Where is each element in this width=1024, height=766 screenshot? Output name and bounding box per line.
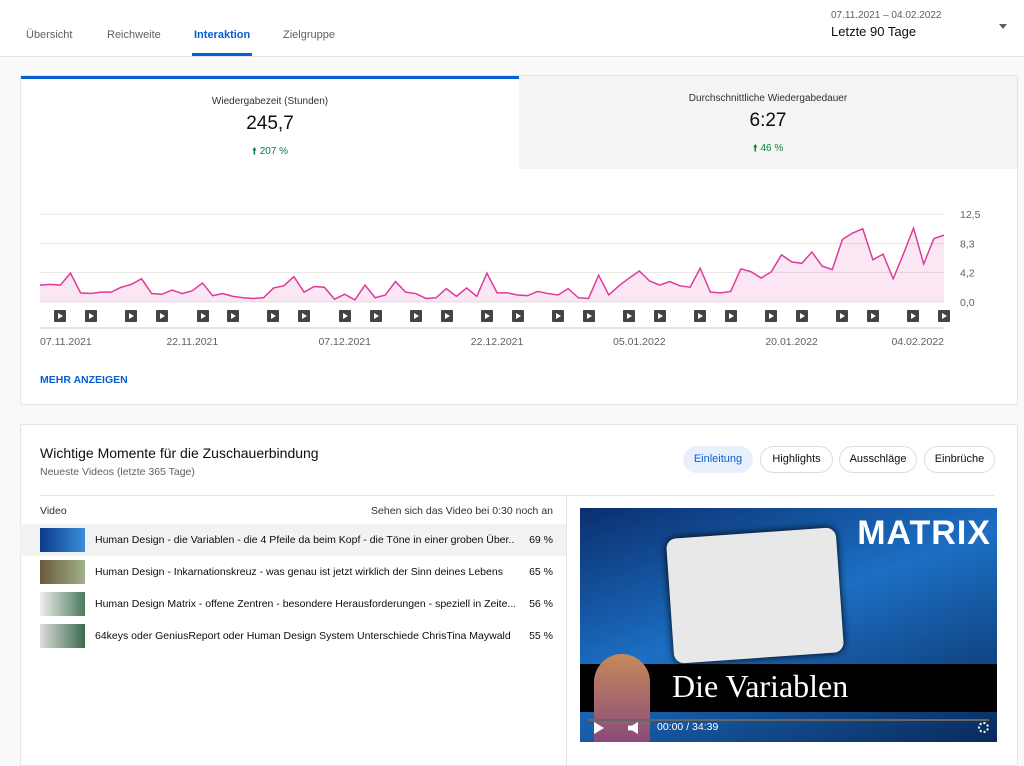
metric-change: 🠙 207 % — [251, 146, 289, 157]
metric-change-text: 207 % — [259, 146, 289, 157]
retention: 69 % — [529, 534, 553, 546]
overlay-title: Die Variablen — [672, 668, 849, 704]
column-header: Sehen sich das Video bei 0:30 noch an — [371, 505, 553, 517]
more-link[interactable]: MEHR ANZEIGEN — [40, 374, 128, 386]
video-row[interactable]: Human Design - Inkarnationskreuz - was g… — [20, 556, 566, 588]
progress-bar[interactable] — [588, 719, 989, 721]
thumbnail — [40, 528, 85, 552]
tab-indicator — [192, 53, 252, 56]
video-title: 64keys oder GeniusReport oder Human Desi… — [95, 630, 511, 642]
video-title: Human Design Matrix - offene Zentren - b… — [95, 598, 515, 610]
filter-chip[interactable]: Einbrüche — [924, 446, 995, 473]
time-display: 00:00 / 34:39 — [657, 721, 719, 733]
chart-card: Wiedergabezeit (Stunden) 245,7 🠙 207 % D… — [20, 75, 1018, 405]
video-title: Human Design - Inkarnationskreuz - was g… — [95, 566, 503, 578]
filter-chip[interactable]: Einleitung — [683, 446, 753, 473]
dropdown-arrow[interactable] — [999, 24, 1007, 29]
section-title: Wichtige Momente für die Zuschauerbindun… — [40, 445, 319, 461]
retention: 65 % — [529, 566, 553, 578]
tab[interactable]: Interaktion — [194, 29, 251, 41]
metric-label: Wiedergabezeit (Stunden) — [211, 96, 329, 107]
metric-change: 🠙 46 % — [752, 143, 784, 154]
metric-tab[interactable]: Durchschnittliche Wiedergabedauer 6:27 🠙… — [519, 76, 1017, 169]
video-player[interactable]: MATRIX Die Variablen 00:00 / 34:39 — [580, 508, 997, 742]
filter-chip[interactable]: Ausschläge — [839, 446, 917, 473]
tab[interactable]: Reichweite — [107, 29, 161, 41]
divider — [40, 495, 994, 496]
filter-chip[interactable]: Highlights — [760, 446, 833, 473]
date-range: 07.11.2021 – 04.02.2022 — [831, 10, 942, 21]
brand: MATRIX — [857, 514, 991, 552]
video-row[interactable]: Human Design - die Variablen - die 4 Pfe… — [20, 524, 566, 556]
column-header: Video — [40, 505, 67, 517]
retention: 55 % — [529, 630, 553, 642]
header — [0, 0, 1024, 57]
tab[interactable]: Übersicht — [26, 29, 73, 41]
thumbnail-graphic — [665, 527, 845, 664]
metric-tab[interactable]: Wiedergabezeit (Stunden) 245,7 🠙 207 % — [21, 76, 519, 169]
video-row[interactable]: 64keys oder GeniusReport oder Human Desi… — [20, 620, 566, 652]
metric-value: 245,7 — [246, 113, 294, 134]
metric-change-text: 46 % — [760, 143, 784, 154]
play-button[interactable] — [594, 722, 604, 734]
metric-value: 6:27 — [749, 110, 787, 131]
date-preset[interactable]: Letzte 90 Tage — [831, 24, 917, 39]
section-subtitle: Neueste Videos (letzte 365 Tage) — [40, 466, 195, 478]
divider — [566, 495, 567, 765]
video-title: Human Design - die Variablen - die 4 Pfe… — [95, 534, 515, 546]
retention: 56 % — [529, 598, 553, 610]
thumbnail — [40, 624, 85, 648]
video-row[interactable]: Human Design Matrix - offene Zentren - b… — [20, 588, 566, 620]
metric-label: Durchschnittliche Wiedergabedauer — [688, 93, 848, 104]
thumbnail — [40, 592, 85, 616]
volume-button[interactable] — [628, 722, 638, 734]
settings-button[interactable] — [978, 722, 989, 733]
tab[interactable]: Zielgruppe — [283, 29, 335, 41]
thumbnail — [40, 560, 85, 584]
